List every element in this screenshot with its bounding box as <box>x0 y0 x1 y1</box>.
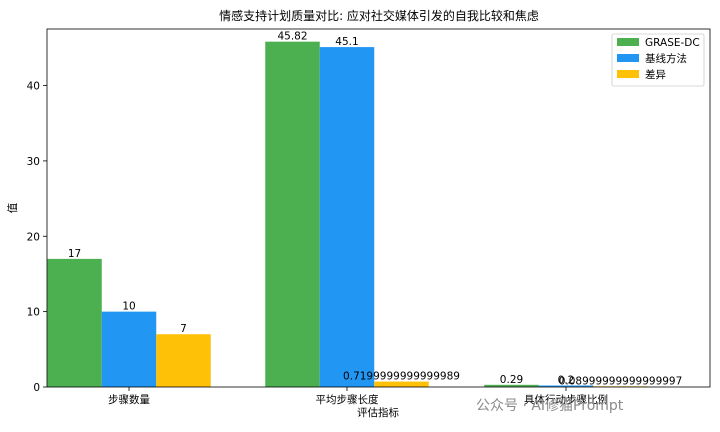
bar <box>319 47 375 388</box>
data-label: 0.2 <box>558 374 575 386</box>
bar <box>156 334 211 387</box>
x-tick-label: 步骤数量 <box>108 393 150 406</box>
y-tick-label: 10 <box>27 307 40 319</box>
data-label: 17 <box>68 248 81 260</box>
x-axis-label: 评估指标 <box>357 406 399 419</box>
legend-swatch-baseline <box>617 54 639 62</box>
x-axis: 步骤数量 平均步骤长度 具体行动步骤比例 <box>108 387 608 406</box>
data-label: 0.08999999999999997 <box>559 375 683 387</box>
legend: GRASE-DC 基线方法 差异 <box>611 33 705 87</box>
chart-title: 情感支持计划质量对比: 应对社交媒体引发的自我比较和焦虑 <box>219 8 539 23</box>
y-tick-label: 30 <box>27 156 40 168</box>
bar <box>47 258 102 387</box>
data-label: 0.29 <box>500 374 523 386</box>
x-tick-label: 平均步骤长度 <box>316 393 379 406</box>
legend-label-baseline: 基线方法 <box>645 52 687 65</box>
legend-label-difference: 差异 <box>645 68 666 81</box>
y-tick-label: 0 <box>33 382 40 394</box>
watermark-text: 公众号 · AI修猫Prompt <box>476 398 624 414</box>
y-axis-label: 值 <box>6 202 19 213</box>
data-label: 45.1 <box>335 36 358 48</box>
data-label: 10 <box>122 301 135 313</box>
data-label: 45.82 <box>277 31 307 43</box>
legend-swatch-grase-dc <box>617 38 639 46</box>
bars <box>47 41 648 388</box>
legend-swatch-difference <box>617 70 639 78</box>
bar <box>101 311 157 387</box>
plot-frame <box>46 28 711 388</box>
data-label: 7 <box>180 323 187 335</box>
y-tick-label: 40 <box>27 81 40 93</box>
bar <box>484 384 539 387</box>
x-tick-label: 具体行动步骤比例 <box>524 393 608 406</box>
y-tick-label: 20 <box>27 231 40 243</box>
bar <box>374 381 429 387</box>
y-axis: 0 10 20 30 40 <box>27 81 47 394</box>
data-label: 0.7199999999999989 <box>343 371 460 383</box>
bar <box>538 385 594 387</box>
data-labels: 17 45.82 0.29 10 45.1 0.2 7 0.7199999999999989 0… <box>68 31 682 388</box>
bar <box>265 41 320 387</box>
legend-label-grase-dc: GRASE-DC <box>645 37 700 49</box>
